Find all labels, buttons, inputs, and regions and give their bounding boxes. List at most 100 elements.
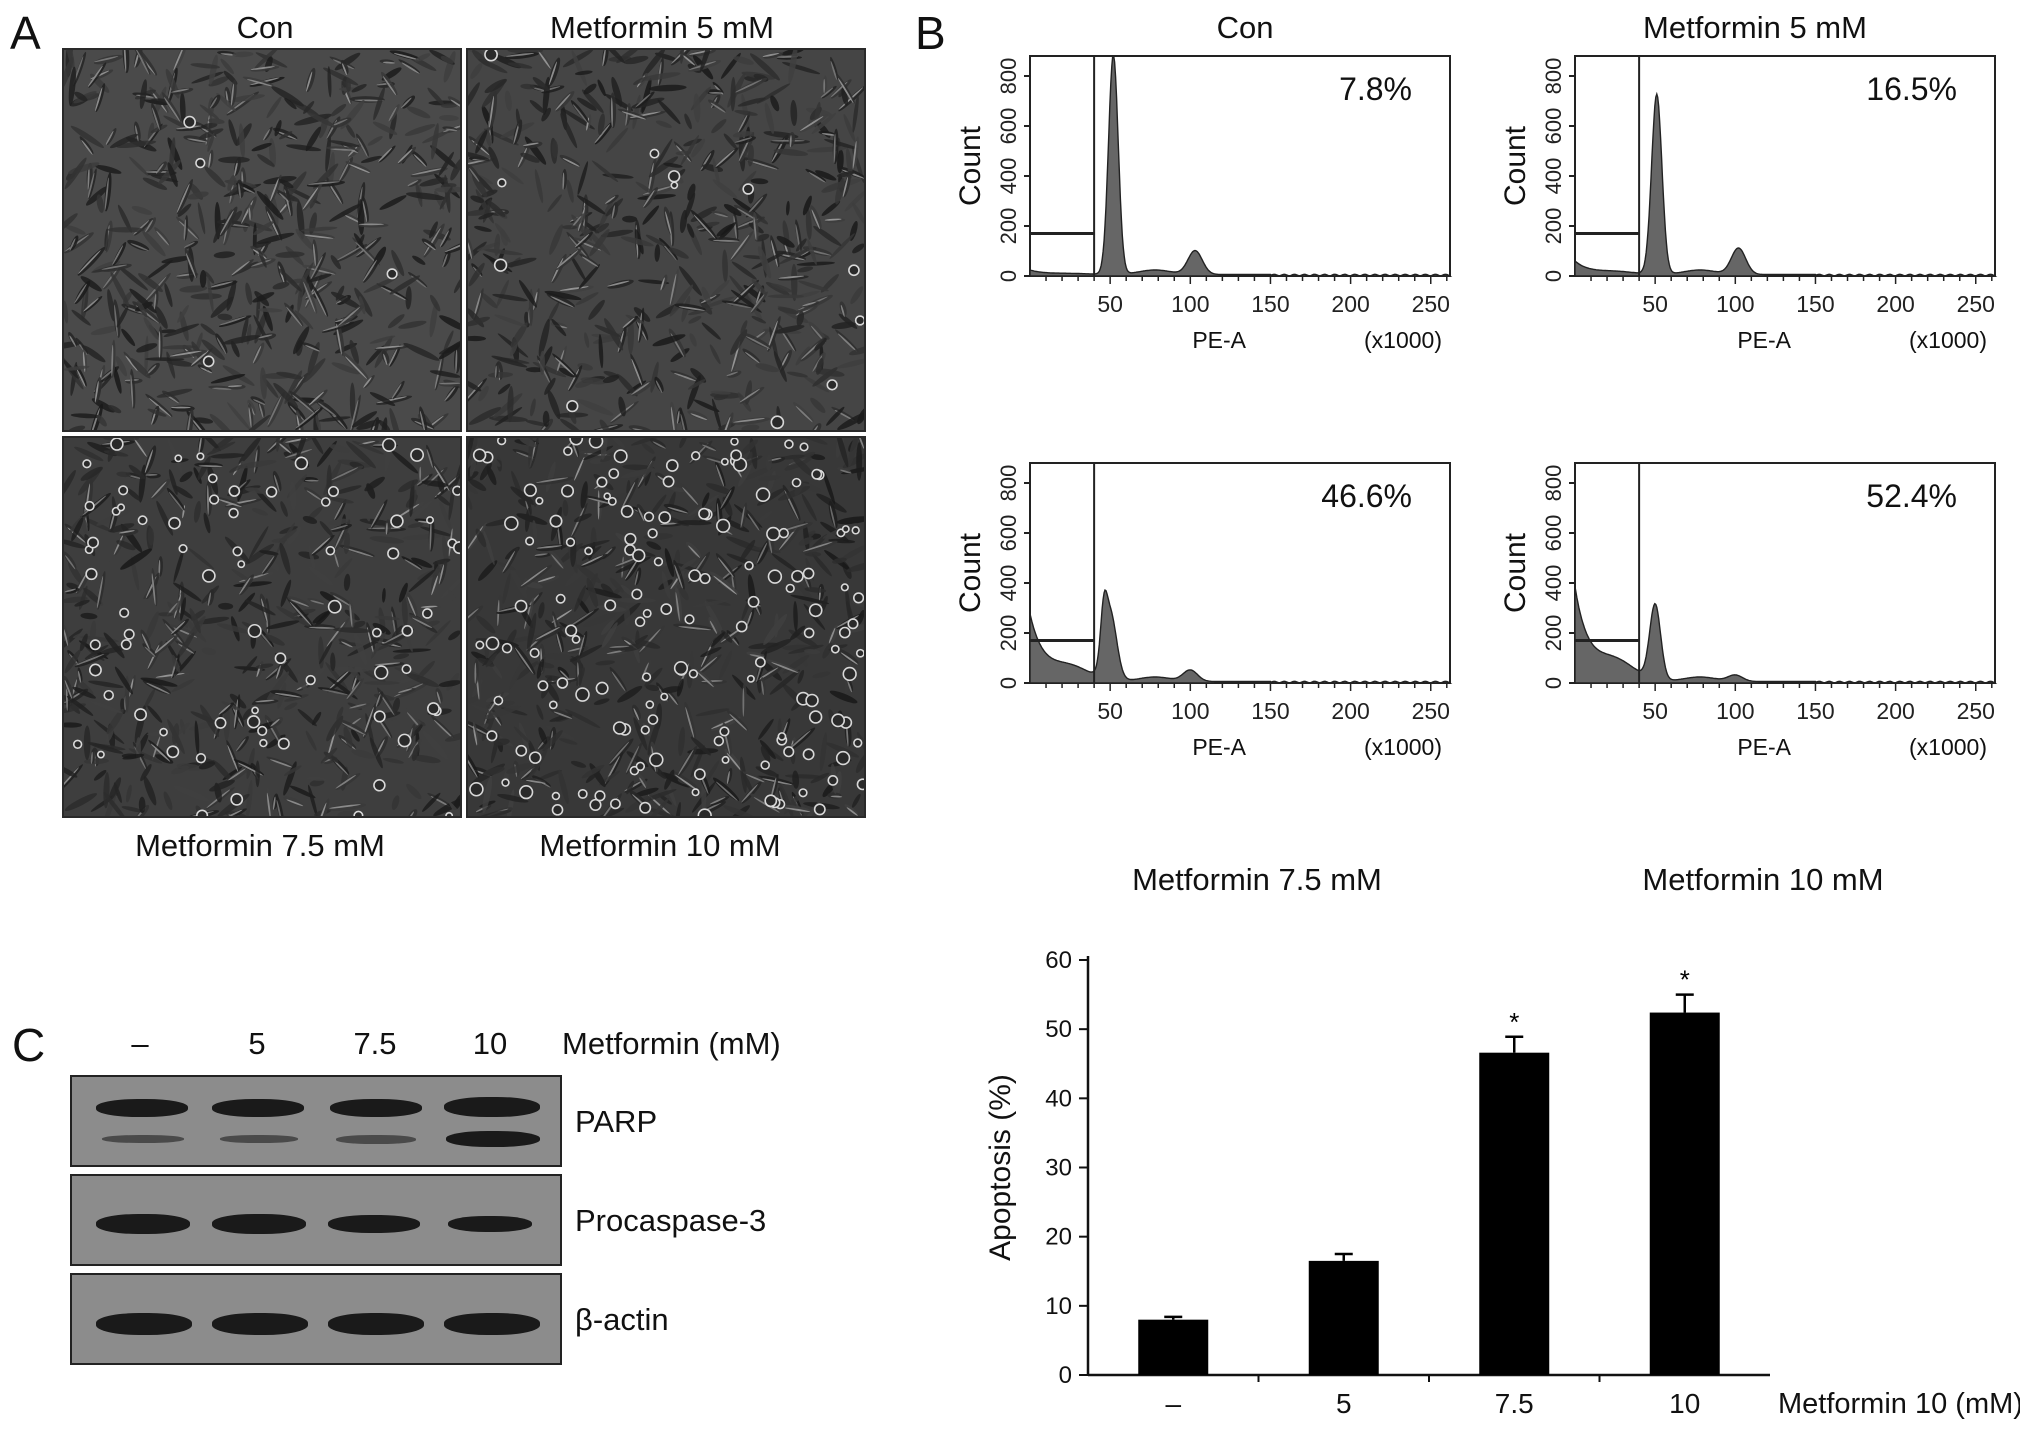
parp-band-lane2 [212,1099,304,1117]
bar [1479,1052,1550,1375]
procasp3-band-lane2 [212,1214,306,1234]
y-tick-label: 800 [1541,465,1566,502]
lane-label-7-5: 7.5 [353,1026,397,1061]
micrograph-met75 [62,436,462,818]
panel-a-label-met5: Metformin 5 mM [550,10,774,45]
x-tick-label: 250 [1957,698,1995,724]
histogram-trace [1574,91,1998,277]
y-tick-label: 600 [996,515,1021,552]
y-tick-label: 400 [1541,158,1566,195]
category-label: 7.5 [1495,1388,1534,1419]
y-tick-label: 400 [996,158,1021,195]
procasp3-band-lane1 [96,1214,190,1234]
panel-b-label-met75: Metformin 7.5 mM [1132,862,1382,897]
histogram-xunit: (x1000) [1364,327,1442,353]
parp-cleaved-band-lane3 [336,1135,416,1144]
histogram-ylabel: Count [1499,532,1532,613]
histogram-met75: 0 200 400 600 800 50 100 150 200 250 Count PE-A (x10… [920,455,1480,855]
cell-layer [468,438,864,816]
y-tick-label: 0 [1059,1362,1072,1389]
micrograph-con [62,48,462,432]
significance-marker: * [1509,1007,1519,1037]
y-tick-label: 200 [1541,208,1566,245]
histogram-trace [1029,55,1453,277]
x-tick-label: 50 [1097,291,1123,317]
y-tick-label: 600 [996,108,1021,145]
y-tick-label: 0 [1541,677,1566,689]
blot-procaspase3 [70,1174,562,1266]
x-tick-label: 100 [1716,291,1754,317]
bar [1138,1319,1209,1375]
lane-label-control: – [131,1026,149,1061]
y-tick-label: 0 [996,677,1021,689]
y-tick-label: 0 [1541,270,1566,282]
parp-band-lane1 [96,1099,188,1117]
apoptosis-percent: 46.6% [1321,478,1412,514]
parp-band-lane4 [444,1097,540,1117]
panel-a-label-con: Con [236,10,294,45]
chart-ylabel: Apoptosis (%) [984,1074,1017,1261]
histogram-ylabel: Count [954,532,987,613]
panel-c-letter: C [12,1019,46,1071]
histogram-xlabel: PE-A [1737,327,1791,353]
y-tick-label: 600 [1541,515,1566,552]
actin-band-lane2 [212,1313,308,1335]
y-tick-label: 50 [1045,1016,1072,1043]
parp-cleaved-band-lane4 [446,1131,540,1147]
cell-layer [64,50,460,430]
chart-xlabel: Metformin 10 (mM) [1778,1388,2020,1420]
y-tick-label: 200 [996,615,1021,652]
cell-layer [468,50,864,430]
x-tick-label: 150 [1796,698,1834,724]
x-tick-label: 50 [1642,291,1668,317]
histogram-svg: 0 200 400 600 800 50 100 150 200 250 Count PE-A (x10… [954,55,1453,353]
y-tick-label: 800 [996,465,1021,502]
category-label: 10 [1669,1388,1700,1419]
histogram-met5: 0 200 400 600 800 50 100 150 200 250 Count PE-A (x10… [1465,48,2025,448]
histogram-con: 0 200 400 600 800 50 100 150 200 250 Count PE-A (x10… [920,48,1480,448]
histogram-svg: 0 200 400 600 800 50 100 150 200 250 Count PE-A (x10… [1499,55,1998,353]
y-tick-label: 40 [1045,1085,1072,1112]
x-tick-label: 100 [1171,698,1209,724]
bar [1308,1260,1379,1375]
parp-band-lane3 [330,1099,422,1117]
x-tick-label: 100 [1716,698,1754,724]
histogram-trace [1574,586,1998,684]
y-tick-label: 400 [996,565,1021,602]
histogram-xlabel: PE-A [1737,734,1791,760]
treatment-label: Metformin (mM) [562,1026,781,1061]
histogram-xlabel: PE-A [1192,734,1246,760]
histogram-xunit: (x1000) [1364,734,1442,760]
x-tick-label: 200 [1876,698,1914,724]
x-tick-label: 200 [1876,291,1914,317]
panel-b-letter: B [915,7,946,59]
parp-cleaved-band-lane1 [102,1135,184,1143]
actin-band-lane1 [96,1313,192,1335]
apoptosis-percent: 52.4% [1866,478,1957,514]
panel-a-label-met75: Metformin 7.5 mM [135,828,385,863]
y-tick-label: 10 [1045,1293,1072,1320]
apoptosis-bar-chart: 0 10 20 30 40 50 60 Apoptosis (%) – 5 * 7.5 * 10 Metfo… [984,947,2020,1420]
procasp3-band-lane4 [448,1216,532,1232]
lane-label-5: 5 [248,1026,266,1061]
significance-marker: * [1680,965,1690,995]
x-tick-label: 50 [1097,698,1123,724]
blot-beta-actin [70,1273,562,1365]
panel-a-letter: A [10,7,41,59]
procasp3-band-lane3 [328,1215,420,1233]
x-tick-label: 150 [1796,291,1834,317]
actin-band-lane3 [328,1313,424,1335]
plot-area [1029,55,1451,277]
micrograph-met10 [466,436,866,818]
histogram-svg: 0 200 400 600 800 50 100 150 200 250 Count PE-A (x10… [1499,462,1998,760]
x-tick-label: 250 [1957,291,1995,317]
x-tick-label: 150 [1251,698,1289,724]
y-tick-label: 200 [996,208,1021,245]
y-tick-label: 20 [1045,1224,1072,1251]
x-tick-label: 200 [1331,698,1369,724]
histogram-met10: 0 200 400 600 800 50 100 150 200 250 Count PE-A (x10… [1465,455,2025,855]
cell-layer [64,438,460,816]
actin-band-lane4 [444,1313,540,1335]
y-tick-label: 800 [996,58,1021,95]
apoptosis-percent: 16.5% [1866,71,1957,107]
